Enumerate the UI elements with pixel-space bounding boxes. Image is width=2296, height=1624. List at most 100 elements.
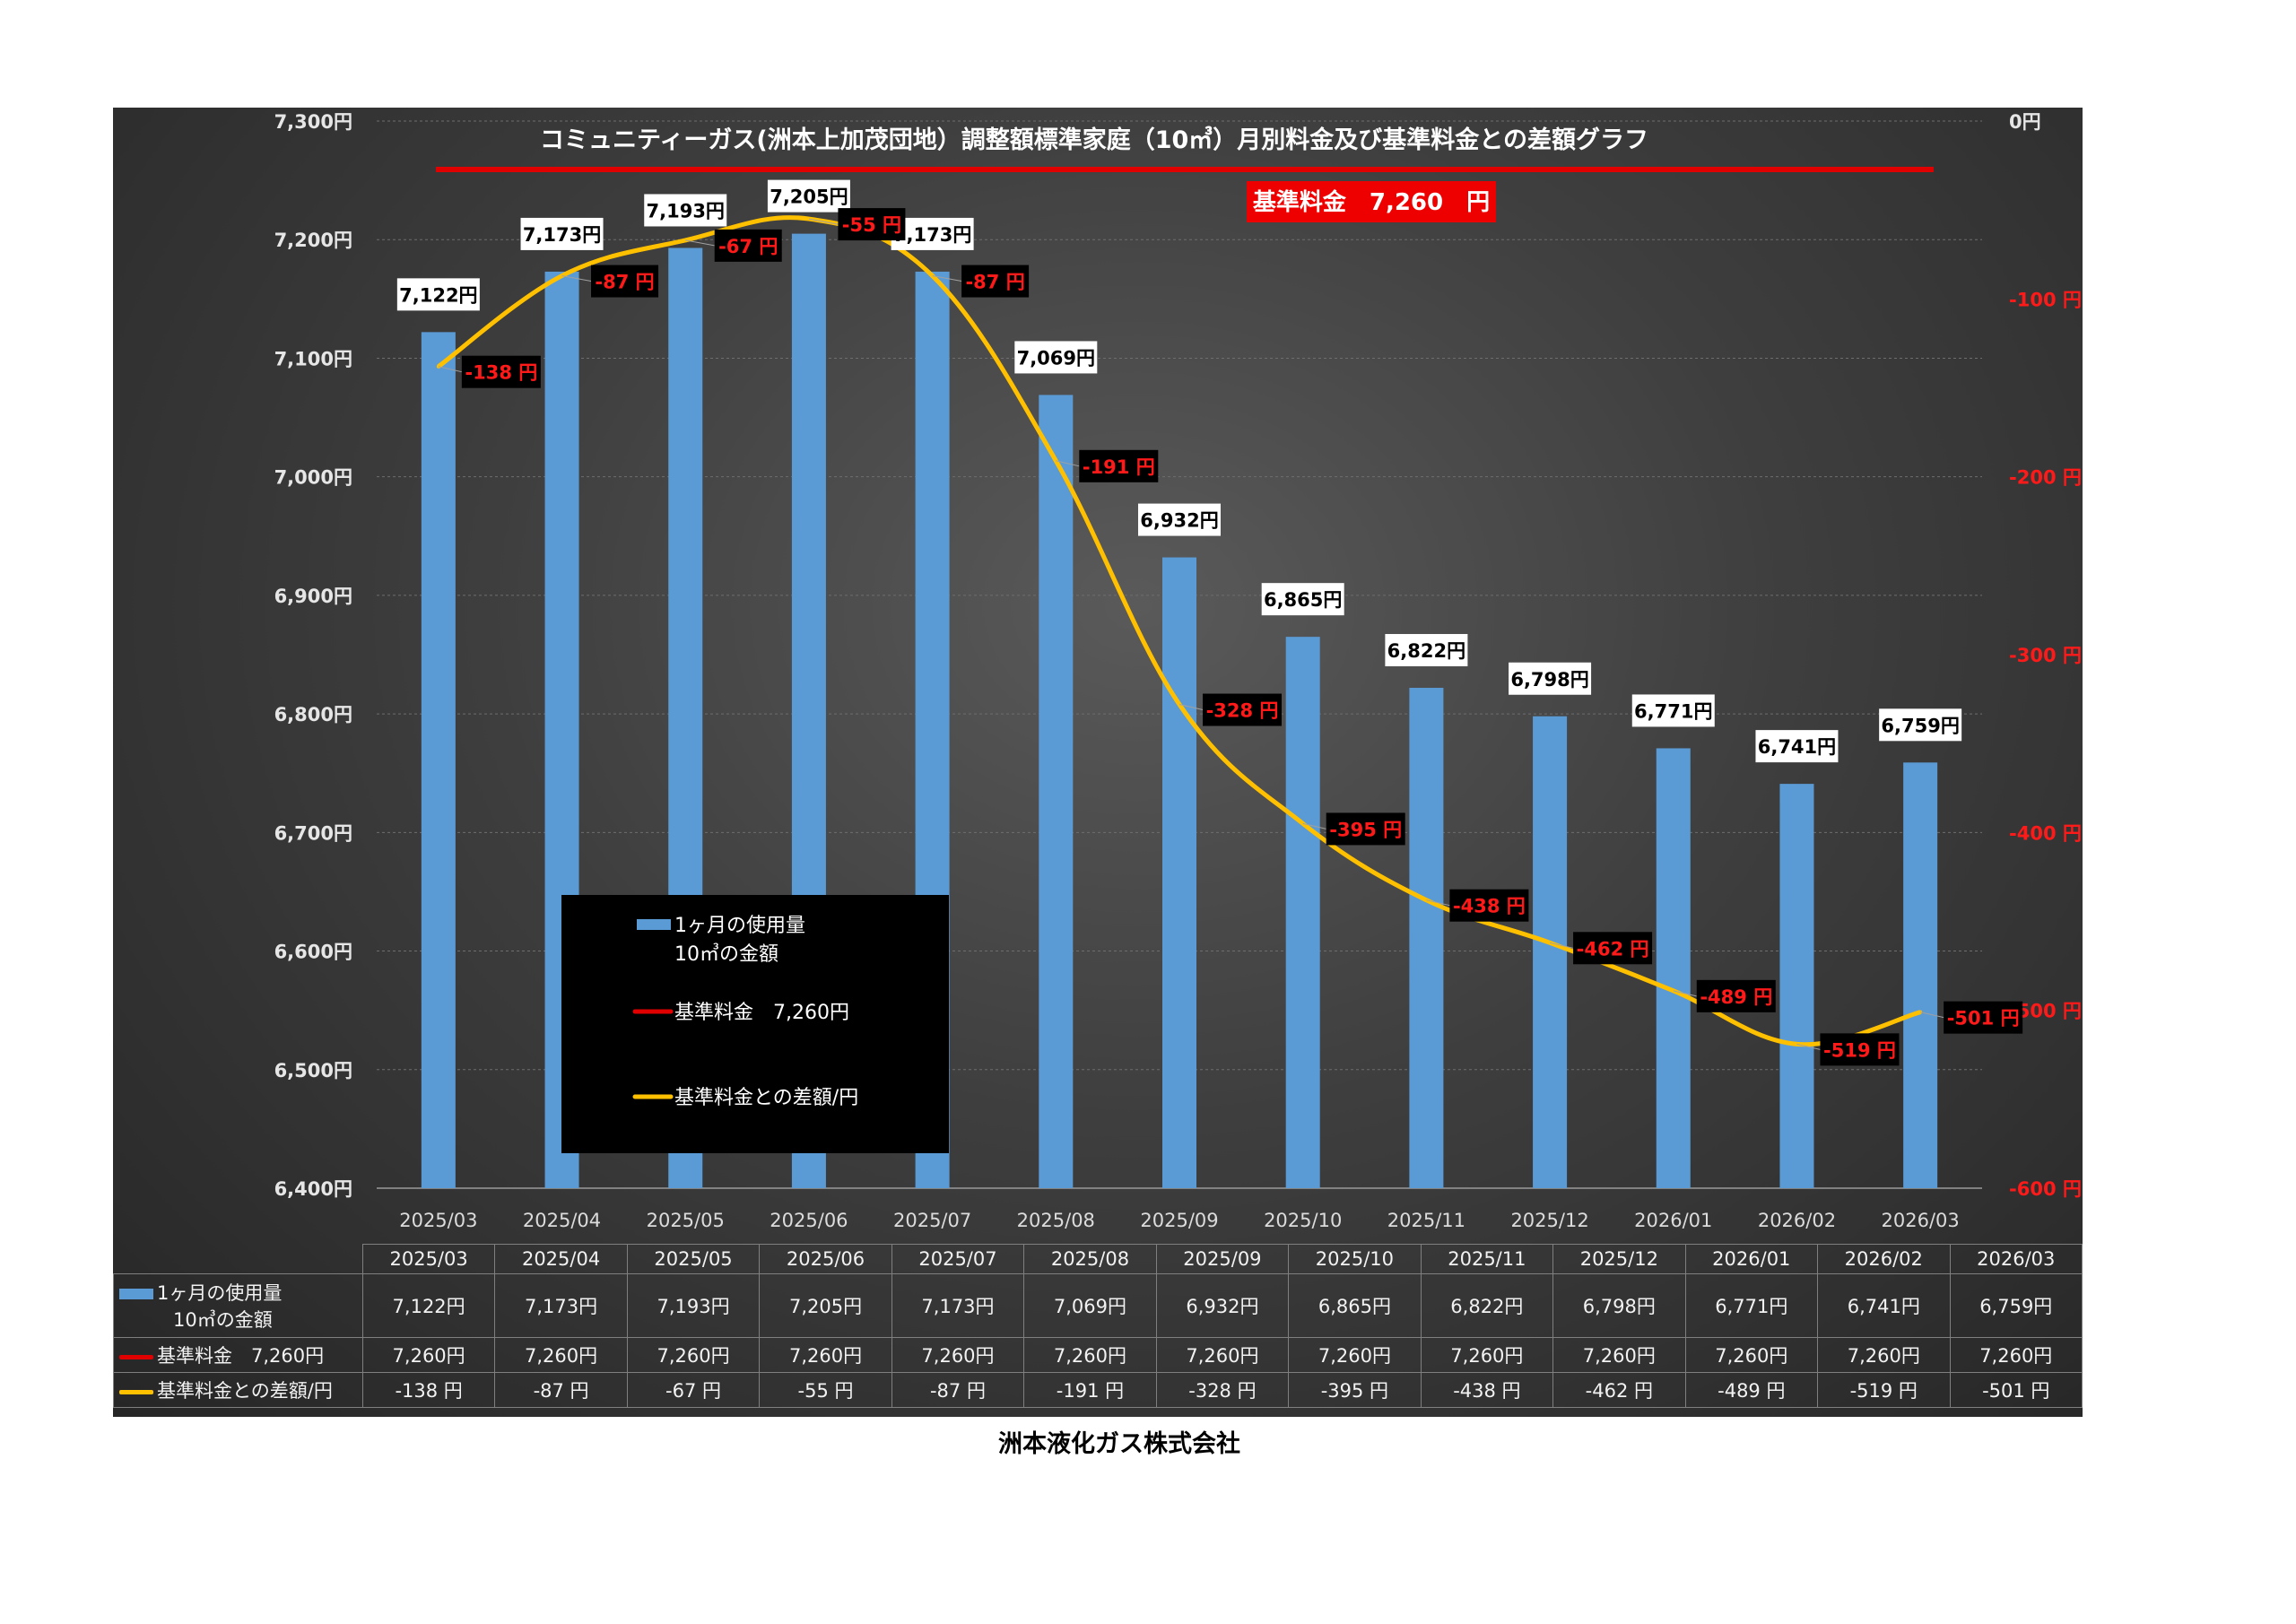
difference-data-label-box [1079,449,1159,482]
difference-data-label-box [591,265,659,298]
table-header-cell: 2026/01 [1684,1244,1819,1274]
bar-data-label: 6,771円 [1634,700,1712,722]
difference-data-label-box [1820,1033,1900,1066]
table-cell: 7,260円 [1155,1337,1290,1373]
table-header-cell: 2025/03 [361,1244,496,1274]
difference-data-label: -501 円 [1947,1008,2020,1029]
table-header-cell: 2026/03 [1949,1244,2083,1274]
table-row-label-difference: 基準料金との差額/円 [113,1372,363,1408]
table-cell: -489 円 [1684,1372,1819,1408]
y-left-tick-label: 6,500円 [274,1060,352,1081]
table-cell: -138 円 [361,1372,496,1408]
bar [421,332,456,1188]
x-tick-label: 2025/05 [647,1210,725,1231]
bar-data-label-box [1755,730,1839,763]
legend-label-reference: 基準料金 7,260円 [674,1002,849,1024]
bar-data-label: 6,865円 [1264,589,1342,611]
bar-data-label: 7,173円 [893,224,971,246]
bar-data-label-box [644,194,727,227]
bar-data-label-box [1014,341,1098,374]
difference-leader-line [1673,990,1697,997]
bar-data-label: 6,932円 [1140,510,1218,532]
table-header-cell: 2026/02 [1817,1244,1951,1274]
table-cell: 6,771円 [1684,1273,1819,1338]
table-row-label-bar-line1: 1ヶ月の使用量 [157,1282,283,1304]
table-cell: -519 円 [1817,1372,1951,1408]
table-row-label-bar-line2: 10㎥の金額 [173,1309,273,1331]
table-header-cell: 2025/11 [1420,1244,1554,1274]
table-header-cell: 2025/07 [891,1244,1025,1274]
y-right-tick-label: -600 円 [2009,1178,2082,1200]
table-cell: -328 円 [1155,1372,1290,1408]
difference-leader-line [1920,1012,1944,1019]
difference-leader-line [808,218,839,225]
legend-label-bar-line2: 10㎥の金額 [674,942,778,966]
y-left-tick-label: 7,300円 [274,111,352,133]
table-cell: 7,260円 [1817,1337,1951,1373]
table-cell: -55 円 [759,1372,892,1408]
table-cell: 7,260円 [361,1337,496,1373]
bar-data-label: 7,193円 [647,200,725,221]
y-left-tick-label: 6,900円 [274,586,352,607]
x-tick-label: 2025/03 [399,1210,477,1231]
difference-data-label-box [1944,1001,2023,1034]
table-corner [114,1245,363,1274]
x-tick-label: 2025/08 [1017,1210,1095,1231]
difference-data-label: -328 円 [1206,700,1279,722]
y-left-tick-label: 6,600円 [274,942,352,963]
difference-data-label: -462 円 [1577,938,1649,960]
table-cell: 6,865円 [1288,1273,1422,1338]
table-cell: -191 円 [1023,1372,1157,1408]
table-cell: 7,069円 [1023,1273,1157,1338]
data-table: 2025/03 2025/04 2025/05 2025/06 2025/07 2025/… [113,1244,2083,1408]
table-cell: 6,932円 [1155,1273,1290,1338]
x-tick-label: 2025/06 [770,1210,848,1231]
table-header-cell: 2025/04 [494,1244,628,1274]
table-header-cell: 2025/08 [1023,1244,1157,1274]
table-cell: 7,260円 [759,1337,892,1373]
bar-data-label-box [1138,503,1221,536]
difference-data-label: -395 円 [1329,819,1402,840]
bar-data-label-box [1631,694,1715,727]
bar [1162,557,1196,1188]
table-row-label-bar: 1ヶ月の使用量 10㎥の金額 [113,1273,363,1338]
table-cell: 7,173円 [891,1273,1025,1338]
table-header-cell: 2025/05 [626,1244,761,1274]
table-row-label-difference-text: 基準料金との差額/円 [157,1380,333,1402]
table-cell: 6,822円 [1420,1273,1554,1338]
bar [1285,637,1320,1188]
bar-data-label-box [1385,634,1468,667]
bar-swatch-icon [119,1289,153,1299]
bar-data-label-box [1879,708,1962,742]
table-cell: 7,122円 [361,1273,496,1338]
x-tick-label: 2026/03 [1882,1210,1960,1231]
y-left-tick-label: 6,800円 [274,704,352,725]
table-header-cell: 2025/09 [1155,1244,1290,1274]
bar [1039,395,1074,1188]
bar [1656,748,1691,1188]
difference-data-label: -489 円 [1700,986,1772,1008]
difference-leader-line [1796,1043,1821,1050]
table-cell: 7,260円 [1552,1337,1686,1373]
y-right-tick-label: 0円 [2009,111,2041,133]
difference-data-label-box [838,208,906,241]
x-tick-label: 2026/01 [1634,1210,1712,1231]
difference-leader-line [1178,704,1204,711]
y-left-tick-label: 6,700円 [274,822,352,844]
table-cell: -87 円 [494,1372,628,1408]
bar-data-label-box [767,179,850,213]
difference-data-label-box [1573,932,1653,965]
table-cell: -67 円 [626,1372,761,1408]
bar-data-label-box [1509,662,1592,695]
footer-company: 洲本液化ガス株式会社 [998,1430,1240,1458]
table-cell: -87 円 [891,1372,1025,1408]
legend-box [561,895,949,1153]
table-cell: -438 円 [1420,1372,1554,1408]
bar-data-label-box [520,217,604,250]
bar-data-label: 7,205円 [770,187,848,208]
table-row-bar: 1ヶ月の使用量 10㎥の金額 7,122円 7,173円 7,193円 7,205円 7… [113,1273,2083,1338]
difference-data-label: -138 円 [465,362,537,384]
bar-data-label: 6,741円 [1758,736,1836,758]
